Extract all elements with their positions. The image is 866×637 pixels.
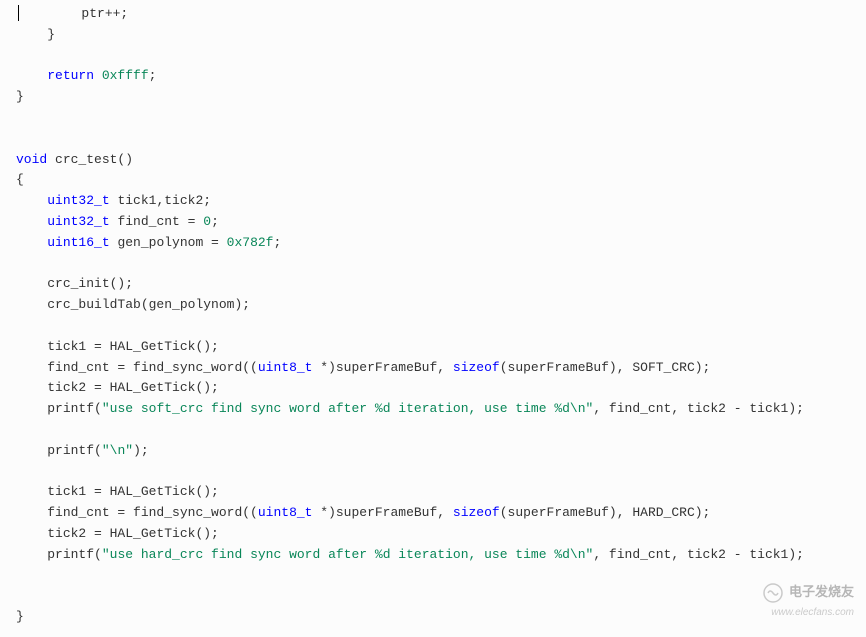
number-literal: 0xffff — [94, 68, 149, 83]
code-token — [16, 235, 47, 250]
code-token: , find_cnt, tick2 - tick1); — [593, 401, 804, 416]
code-token: tick1,tick2; — [110, 193, 211, 208]
code-brace: } — [47, 27, 55, 42]
code-token: find_cnt = find_sync_word(( — [47, 360, 258, 375]
type-uint8: uint8_t — [258, 505, 313, 520]
code-brace: } — [16, 89, 24, 104]
code-brace: } — [16, 609, 24, 624]
watermark-top: 电子发烧友 — [763, 582, 854, 603]
code-token: ptr++; — [81, 6, 128, 21]
code-brace: { — [16, 172, 24, 187]
type-uint8: uint8_t — [258, 360, 313, 375]
code-token — [16, 193, 47, 208]
code-token: crc_buildTab(gen_polynom); — [47, 297, 250, 312]
type-uint16: uint16_t — [47, 235, 109, 250]
code-token — [16, 276, 47, 291]
number-literal: 0 — [203, 214, 211, 229]
code-token — [16, 360, 47, 375]
keyword-return: return — [47, 68, 94, 83]
code-token: (superFrameBuf), HARD_CRC); — [500, 505, 711, 520]
function-printf: printf — [47, 401, 94, 416]
string-literal: "\n" — [102, 443, 133, 458]
code-token: find_cnt = — [110, 214, 204, 229]
code-editor[interactable]: ptr++; } return 0xffff; } void crc_test(… — [0, 4, 866, 628]
code-token: *)superFrameBuf, — [312, 505, 452, 520]
code-token — [16, 484, 47, 499]
number-literal: 0x782f — [227, 235, 274, 250]
code-token — [16, 505, 47, 520]
keyword-sizeof: sizeof — [453, 505, 500, 520]
code-token: tick2 = HAL_GetTick(); — [47, 380, 219, 395]
type-uint32: uint32_t — [47, 214, 109, 229]
code-token: find_cnt = find_sync_word(( — [47, 505, 258, 520]
code-token — [16, 27, 47, 42]
code-token — [16, 214, 47, 229]
code-token: ; — [273, 235, 281, 250]
code-token: *)superFrameBuf, — [312, 360, 452, 375]
code-token: ); — [133, 443, 149, 458]
type-void: void — [16, 152, 47, 167]
code-token — [16, 380, 47, 395]
function-name: crc_test() — [47, 152, 133, 167]
string-literal: "use hard_crc find sync word after %d it… — [102, 547, 593, 562]
keyword-sizeof: sizeof — [453, 360, 500, 375]
function-printf: printf — [47, 547, 94, 562]
function-printf: printf — [47, 443, 94, 458]
code-token — [16, 339, 47, 354]
code-token: (superFrameBuf), SOFT_CRC); — [500, 360, 711, 375]
code-token: , find_cnt, tick2 - tick1); — [593, 547, 804, 562]
code-token: ( — [94, 547, 102, 562]
code-token: crc_init(); — [47, 276, 133, 291]
watermark-brand: 电子发烧友 — [789, 582, 854, 603]
code-token: tick2 = HAL_GetTick(); — [47, 526, 219, 541]
code-token — [16, 68, 47, 83]
code-token: gen_polynom = — [110, 235, 227, 250]
code-token: ; — [149, 68, 157, 83]
logo-icon — [763, 583, 783, 603]
code-token — [16, 547, 47, 562]
code-token — [16, 526, 47, 541]
code-token: tick1 = HAL_GetTick(); — [47, 484, 219, 499]
code-token — [16, 401, 47, 416]
code-token: tick1 = HAL_GetTick(); — [47, 339, 219, 354]
code-token — [16, 297, 47, 312]
code-token — [16, 443, 47, 458]
string-literal: "use soft_crc find sync word after %d it… — [102, 401, 593, 416]
code-token: ( — [94, 401, 102, 416]
code-token: ( — [94, 443, 102, 458]
code-token — [19, 6, 81, 21]
watermark: 电子发烧友 www.elecfans.com — [763, 582, 854, 621]
type-uint32: uint32_t — [47, 193, 109, 208]
watermark-url: www.elecfans.com — [771, 605, 854, 621]
code-token: ; — [211, 214, 219, 229]
